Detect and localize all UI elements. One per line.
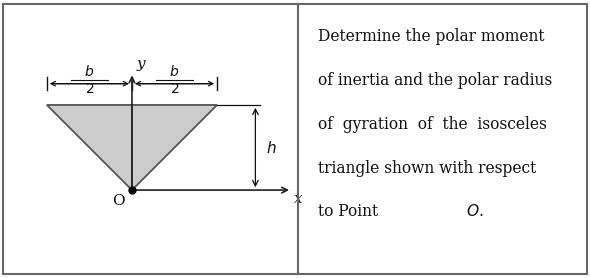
Text: $2$: $2$ bbox=[85, 82, 94, 96]
Text: to Point: to Point bbox=[319, 203, 384, 220]
Text: $b$: $b$ bbox=[169, 64, 179, 79]
Text: y: y bbox=[136, 57, 145, 71]
Text: Determine the polar moment: Determine the polar moment bbox=[319, 28, 545, 45]
Text: of  gyration  of  the  isosceles: of gyration of the isosceles bbox=[319, 116, 548, 133]
Text: $2$: $2$ bbox=[170, 82, 179, 96]
Text: $h$: $h$ bbox=[266, 140, 276, 155]
Text: $O$.: $O$. bbox=[466, 203, 484, 220]
Text: triangle shown with respect: triangle shown with respect bbox=[319, 160, 537, 177]
Text: x: x bbox=[294, 192, 302, 206]
Text: $b$: $b$ bbox=[84, 64, 94, 79]
Text: of inertia and the polar radius: of inertia and the polar radius bbox=[319, 72, 553, 89]
Text: O: O bbox=[113, 194, 125, 208]
Polygon shape bbox=[47, 105, 217, 190]
